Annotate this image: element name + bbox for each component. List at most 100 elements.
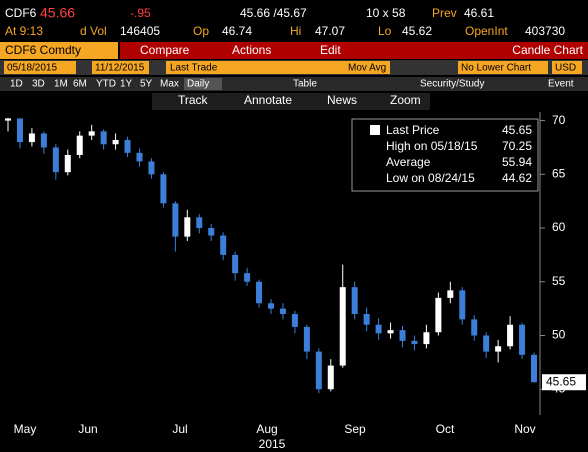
x-sublabel: 2015 xyxy=(259,437,286,451)
open: 46.74 xyxy=(222,24,252,38)
security: CDF6 Comdty xyxy=(5,43,81,57)
y-tick-label: 70 xyxy=(552,113,566,127)
candle-body xyxy=(184,217,191,237)
edit[interactable]: Edit xyxy=(320,43,341,57)
period[interactable]: 1M xyxy=(54,79,68,90)
actions[interactable]: Actions xyxy=(232,43,271,57)
candle-body xyxy=(100,131,107,145)
candle-body xyxy=(387,330,394,334)
last: 45.66 xyxy=(40,5,75,21)
x-tick-label: Aug xyxy=(256,422,277,436)
tool[interactable]: News xyxy=(327,93,357,107)
period[interactable]: 5Y xyxy=(140,79,153,90)
quote-header: CDF6 45.66 -.95 45.66 /45.67 10 x 58 Pre… xyxy=(5,5,565,38)
candle-body xyxy=(339,287,346,366)
candle-body xyxy=(291,314,298,327)
tool[interactable]: Zoom xyxy=(390,93,421,107)
size: 10 x 58 xyxy=(366,6,406,20)
period[interactable]: YTD xyxy=(96,79,116,90)
candle-body xyxy=(519,324,526,355)
candle-body xyxy=(471,319,478,336)
menu-bar xyxy=(120,42,588,59)
prev-label: Prev xyxy=(432,6,457,20)
low: 45.62 xyxy=(402,24,432,38)
legend-value: 70.25 xyxy=(502,139,532,153)
event[interactable]: Event xyxy=(548,79,574,90)
period[interactable]: 1Y xyxy=(120,79,133,90)
candle-body xyxy=(16,118,23,143)
candle-body xyxy=(28,133,35,143)
start-box[interactable] xyxy=(4,61,76,74)
candle-body xyxy=(172,203,179,237)
lower[interactable]: No Lower Chart xyxy=(461,63,531,74)
legend-box xyxy=(351,118,539,192)
freq-box[interactable] xyxy=(184,78,222,90)
high: 47.07 xyxy=(315,24,345,38)
chart: 455055606570MayJunJulAugSepOctNov201545.… xyxy=(5,112,586,451)
vol: 146405 xyxy=(120,24,160,38)
candle-body xyxy=(459,290,466,320)
candle-body xyxy=(531,354,537,383)
price-tag-label: 45.65 xyxy=(546,374,576,388)
oi: 403730 xyxy=(525,24,565,38)
candle-body xyxy=(279,308,286,314)
currency[interactable]: USD xyxy=(555,63,576,74)
price-tag xyxy=(542,374,586,391)
legend-label: Last Price xyxy=(386,123,440,137)
field-box[interactable] xyxy=(166,61,390,74)
security-study[interactable]: Security/Study xyxy=(420,79,484,90)
period[interactable]: Max xyxy=(160,79,179,90)
candle-body xyxy=(232,254,239,274)
candle-body xyxy=(52,147,59,173)
candle-body xyxy=(256,281,263,304)
ticker: CDF6 xyxy=(5,6,37,20)
x-tick-label: May xyxy=(14,422,37,436)
period[interactable]: 1D xyxy=(10,79,23,90)
legend-label: High on 05/18/15 xyxy=(386,139,478,153)
x-tick-label: Nov xyxy=(514,422,535,436)
legend-label: Average xyxy=(386,155,431,169)
candle-body xyxy=(112,139,119,145)
candle-body xyxy=(124,139,131,153)
candle-body xyxy=(399,330,406,341)
freq[interactable]: Daily xyxy=(187,79,209,90)
currency-box[interactable] xyxy=(552,61,582,74)
candle-body xyxy=(268,303,274,309)
end-box[interactable] xyxy=(92,61,149,74)
start-date[interactable]: 05/18/2015 xyxy=(7,63,57,74)
prev: 46.61 xyxy=(464,6,494,20)
compare[interactable]: Compare xyxy=(140,43,190,57)
toolbar: CDF6 Comdty Compare Actions Edit Candle … xyxy=(0,42,588,110)
legend-swatch xyxy=(370,125,380,135)
period[interactable]: 3D xyxy=(32,79,45,90)
period[interactable]: 6M xyxy=(73,79,87,90)
candle-body xyxy=(160,174,167,204)
candle-body xyxy=(303,326,310,352)
x-tick-label: Jun xyxy=(78,422,97,436)
lower-box[interactable] xyxy=(458,61,548,74)
field[interactable]: Last Trade xyxy=(170,63,218,74)
candle-body xyxy=(88,131,95,136)
study[interactable]: Mov Avg xyxy=(348,63,386,74)
tool[interactable]: Track xyxy=(178,93,209,107)
candle-body xyxy=(507,324,514,347)
tool-bar xyxy=(152,93,430,110)
x-tick-label: Jul xyxy=(172,422,187,436)
change: -.95 xyxy=(130,6,151,20)
candle-body xyxy=(40,133,47,148)
y-tick-label: 65 xyxy=(552,166,566,180)
periods: 1D 3D 1M 6M YTD 1Y 5Y Max xyxy=(10,79,179,90)
candle-body xyxy=(447,290,454,298)
x-tick-label: Sep xyxy=(344,422,366,436)
candle-body xyxy=(208,228,215,236)
y-tick-label: 50 xyxy=(552,328,566,342)
bid-ask: 45.66 /45.67 xyxy=(240,6,307,20)
candle-body xyxy=(148,161,155,175)
tool[interactable]: Annotate xyxy=(244,93,292,107)
high-label: Hi xyxy=(290,24,301,38)
vol-label: d Vol xyxy=(80,24,107,38)
end-date[interactable]: 11/12/2015 xyxy=(95,63,145,74)
table[interactable]: Table xyxy=(293,79,317,90)
